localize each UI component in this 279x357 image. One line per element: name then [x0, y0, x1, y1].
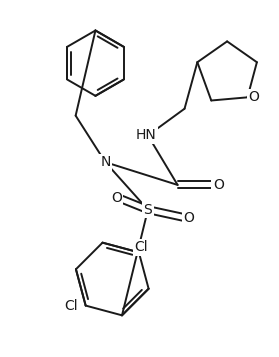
- Text: Cl: Cl: [134, 240, 148, 255]
- Text: Cl: Cl: [64, 298, 78, 313]
- Text: HN: HN: [136, 129, 156, 142]
- Text: N: N: [100, 155, 110, 169]
- Text: O: O: [213, 178, 224, 192]
- Text: O: O: [248, 90, 259, 104]
- Text: S: S: [143, 203, 152, 217]
- Text: O: O: [183, 211, 194, 225]
- Text: O: O: [111, 191, 122, 205]
